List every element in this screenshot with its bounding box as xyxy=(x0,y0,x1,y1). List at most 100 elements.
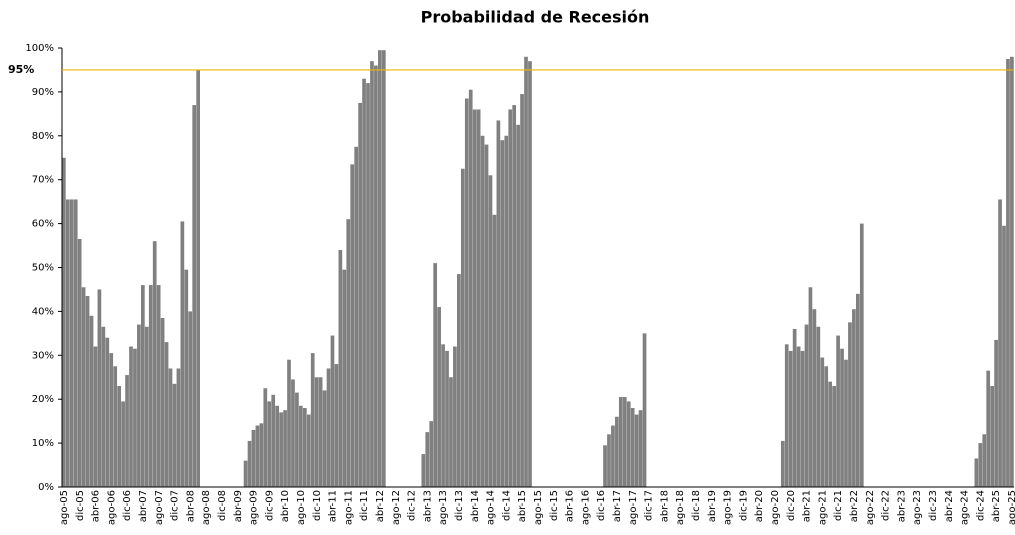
bar xyxy=(524,56,528,487)
bar xyxy=(1002,225,1006,488)
bar xyxy=(141,285,145,487)
bar xyxy=(342,269,347,487)
bar xyxy=(618,397,623,487)
y-tick-label: 50% xyxy=(32,263,54,274)
x-tick-label: ago-19 xyxy=(723,490,734,525)
x-tick-label: ago-17 xyxy=(628,490,639,525)
bar xyxy=(263,388,268,487)
x-tick-label: ago-09 xyxy=(249,490,260,525)
bar xyxy=(137,324,141,487)
bar xyxy=(302,407,307,487)
bar xyxy=(516,124,520,487)
x-tick-label: dic-21 xyxy=(833,490,844,521)
bar xyxy=(800,350,805,487)
bar xyxy=(460,168,465,487)
bar xyxy=(804,324,809,487)
x-tick-label: dic-20 xyxy=(786,490,797,521)
x-tick-label: dic-07 xyxy=(170,490,181,521)
bar xyxy=(848,322,852,487)
x-tick-label: ago-13 xyxy=(438,490,449,525)
bar xyxy=(366,83,370,488)
x-tick-label: abr-15 xyxy=(517,490,528,522)
bar xyxy=(453,346,457,487)
bar xyxy=(484,144,489,487)
bar xyxy=(449,377,453,487)
bar xyxy=(816,326,821,487)
bar xyxy=(283,410,287,487)
x-tick-label: abr-06 xyxy=(91,490,102,522)
bar xyxy=(97,289,102,487)
bar xyxy=(259,423,264,487)
x-tick-label: abr-07 xyxy=(138,490,149,522)
x-tick-label: dic-19 xyxy=(738,490,749,521)
bar xyxy=(251,429,256,487)
bar xyxy=(611,425,615,487)
bar xyxy=(998,199,1002,487)
x-tick-label: abr-24 xyxy=(944,490,955,522)
bar xyxy=(73,199,78,487)
bar xyxy=(496,120,501,487)
x-tick-label: abr-12 xyxy=(375,490,386,522)
x-tick-label: abr-11 xyxy=(328,490,339,522)
bar xyxy=(986,370,991,487)
x-tick-label: dic-18 xyxy=(691,490,702,521)
bar xyxy=(622,397,627,487)
bar xyxy=(105,337,110,487)
bar xyxy=(374,65,378,487)
x-tick-label: dic-14 xyxy=(501,490,512,521)
bar xyxy=(306,414,311,487)
bar xyxy=(152,241,157,487)
x-tick-label: dic-06 xyxy=(122,490,133,521)
x-tick-label: ago-21 xyxy=(817,490,828,525)
bar xyxy=(89,315,94,487)
chart-title: Probabilidad de Recesión xyxy=(421,8,650,27)
bar xyxy=(642,333,647,487)
bar xyxy=(504,135,509,488)
bar xyxy=(346,219,351,487)
bar xyxy=(445,350,449,487)
x-tick-label: ago-08 xyxy=(201,490,212,525)
bar xyxy=(275,405,280,487)
bar xyxy=(634,414,639,487)
bar xyxy=(172,383,177,487)
y-tick-label: 20% xyxy=(32,394,54,405)
x-tick-label: ago-23 xyxy=(912,490,923,525)
y-tick-label: 10% xyxy=(32,438,54,449)
bar xyxy=(168,368,173,487)
x-tick-label: dic-24 xyxy=(975,490,986,521)
x-tick-label: ago-20 xyxy=(770,490,781,525)
bar xyxy=(990,386,994,487)
x-tick-label: dic-11 xyxy=(359,490,370,521)
bar xyxy=(295,392,299,487)
x-tick-label: dic-09 xyxy=(264,490,275,521)
y-tick-label: 30% xyxy=(32,350,54,361)
bar xyxy=(358,102,362,487)
x-tick-label: abr-25 xyxy=(991,490,1002,522)
bar xyxy=(192,105,197,487)
bar xyxy=(287,359,291,487)
bar xyxy=(520,94,524,487)
x-tick-label: abr-19 xyxy=(707,490,718,522)
x-tick-label: ago-07 xyxy=(154,490,165,525)
bar xyxy=(488,175,493,487)
bar xyxy=(117,386,122,487)
bar xyxy=(500,140,505,487)
bar xyxy=(828,381,833,487)
bar xyxy=(101,326,106,487)
x-tick-label: ago-05 xyxy=(59,490,70,525)
bar xyxy=(69,199,74,487)
x-tick-label: ago-06 xyxy=(106,490,117,525)
bar xyxy=(62,157,66,487)
bar xyxy=(480,135,485,488)
bar xyxy=(626,401,631,487)
bar xyxy=(603,445,607,487)
x-tick-label: ago-16 xyxy=(580,490,591,525)
x-tick-label: dic-17 xyxy=(644,490,655,521)
bar xyxy=(437,307,441,487)
x-tick-label: ago-12 xyxy=(391,490,402,525)
bar xyxy=(784,344,789,487)
x-tick-label: abr-08 xyxy=(185,490,196,522)
bar xyxy=(176,368,181,487)
x-tick-label: dic-05 xyxy=(75,490,86,521)
